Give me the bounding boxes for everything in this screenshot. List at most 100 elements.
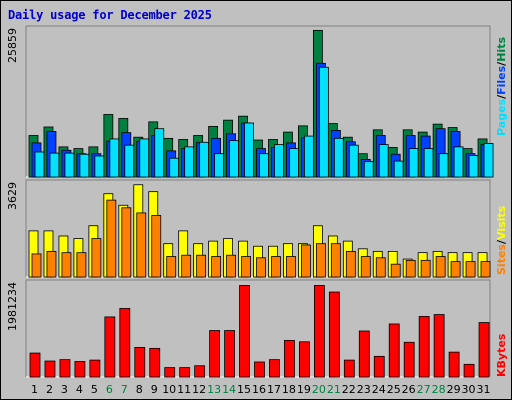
day-label: 19: [297, 383, 311, 396]
day-label: 12: [192, 383, 206, 396]
sites-bar: [256, 257, 266, 278]
pages-bar: [214, 153, 225, 178]
legend-separator: /: [495, 61, 508, 66]
ymax-label: 1981234: [6, 282, 19, 331]
pages-bar: [94, 155, 105, 178]
pages-bar: [79, 153, 90, 178]
sites-bar: [136, 212, 147, 278]
kbytes-bar: [224, 330, 235, 378]
legend-visits: Visits: [495, 205, 508, 240]
kbytes-bar: [478, 322, 490, 378]
legend-hits: Hits: [495, 37, 508, 62]
kbytes-bar: [44, 360, 56, 378]
pages-bar: [259, 153, 269, 178]
kbytes-bar: [254, 361, 265, 378]
day-label: 3: [61, 383, 68, 396]
sites-bar: [211, 256, 222, 278]
pages-bar: [64, 152, 75, 178]
day-label: 10: [162, 383, 176, 396]
kbytes-bar: [299, 341, 310, 378]
ymax-label: 25859: [6, 28, 19, 63]
kbytes-bar: [119, 308, 131, 378]
sites-bar: [241, 256, 251, 278]
kbytes-bar: [328, 291, 340, 378]
kbytes-bar: [104, 316, 116, 378]
sites-bar: [405, 259, 416, 278]
legend-kbytes: KBytes: [495, 333, 508, 377]
kbytes-bar: [194, 365, 206, 378]
day-label: 6: [106, 383, 113, 396]
day-label: 5: [91, 383, 98, 396]
kbytes-bar: [403, 341, 415, 378]
pages-bar: [363, 161, 374, 178]
sites-bar: [450, 261, 461, 278]
kbytes-bar: [134, 347, 146, 378]
legend-pages: Pages: [495, 98, 508, 136]
day-label: 24: [372, 383, 386, 396]
kbytes-bar: [388, 323, 400, 378]
day-label: 28: [432, 383, 446, 396]
pages-bar: [139, 138, 150, 178]
pages-bar: [468, 154, 479, 178]
kbytes-bar: [269, 359, 280, 378]
sites-bar: [31, 253, 42, 278]
sites-bar: [226, 254, 236, 278]
sites-bar: [61, 252, 72, 278]
day-label: 1: [31, 383, 38, 396]
kbytes-bar: [463, 363, 475, 378]
kbytes-bar: [284, 339, 295, 378]
sites-bar: [465, 261, 476, 278]
day-label: 21: [327, 383, 341, 396]
sites-bar: [315, 243, 326, 278]
pages-bar: [423, 148, 434, 178]
kbytes-bar: [448, 351, 460, 378]
kbytes-bar: [59, 359, 71, 378]
kbytes-bar: [29, 352, 41, 378]
legend-separator: /: [495, 239, 508, 244]
pages-bar: [333, 137, 344, 178]
sites-bar: [480, 261, 491, 278]
legend-sites-visits: Sites/Visits: [495, 205, 508, 275]
sites-bar: [301, 244, 311, 278]
pages-bar: [124, 144, 135, 178]
kbytes-bar: [74, 361, 86, 378]
sites-bar: [106, 199, 117, 278]
sites-bar: [181, 254, 192, 278]
kbytes-bar: [209, 330, 221, 378]
day-label: 9: [151, 383, 158, 396]
day-label: 8: [136, 383, 143, 396]
day-label: 18: [282, 383, 296, 396]
day-label: 23: [357, 383, 371, 396]
sites-bar: [121, 207, 132, 278]
ymax-label: 3629: [6, 182, 19, 210]
day-label: 15: [237, 383, 251, 396]
day-label: 29: [447, 383, 461, 396]
pages-bar: [348, 144, 359, 178]
pages-bar: [304, 135, 314, 178]
pages-bar: [34, 151, 45, 178]
day-label: 30: [462, 383, 476, 396]
day-label: 14: [222, 383, 236, 396]
pages-bar: [438, 153, 449, 178]
pages-bar: [229, 140, 239, 178]
day-label: 27: [417, 383, 431, 396]
sites-bar: [46, 250, 57, 278]
kbytes-bar: [89, 359, 101, 378]
sites-bar: [271, 256, 281, 278]
legend-sites: Sites: [495, 244, 508, 275]
sites-bar: [196, 254, 207, 278]
pages-bar: [49, 152, 60, 178]
day-label: 11: [177, 383, 191, 396]
sites-bar: [390, 263, 401, 278]
sites-bar: [360, 256, 371, 278]
legend-kbytes: KBytes: [495, 333, 508, 377]
legend-files: Files: [495, 65, 508, 95]
day-label: 20: [312, 383, 326, 396]
pages-bar: [289, 148, 299, 178]
pages-bar: [184, 146, 195, 178]
pages-bar: [378, 144, 389, 178]
kbytes-bar: [179, 367, 191, 378]
day-label: 31: [477, 383, 491, 396]
day-label: 16: [252, 383, 266, 396]
